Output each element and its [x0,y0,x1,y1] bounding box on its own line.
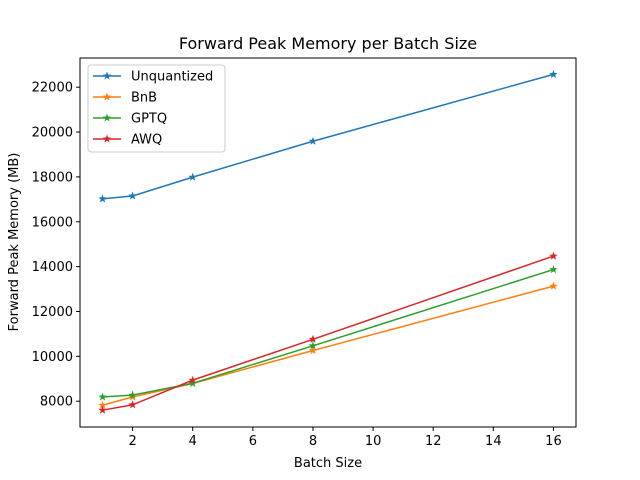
series-awq [98,251,558,414]
legend-box [87,64,226,153]
y-tick-label: 14000 [32,260,73,275]
legend-marker [102,134,112,143]
data-point [308,136,318,145]
legend-label: BnB [131,91,157,106]
legend-marker [102,71,112,80]
legend-label: AWQ [131,133,162,148]
y-axis-label: Forward Peak Memory (MB) [7,153,22,332]
y-tick-label: 8000 [40,395,73,410]
x-tick-label: 12 [425,434,442,449]
data-point [549,69,558,78]
data-point [128,191,137,200]
data-point [98,405,107,414]
legend: Unquantized BnB GPTQ AWQ [87,64,226,153]
x-tick-label: 8 [309,434,317,449]
data-point [188,375,197,384]
data-point [549,265,558,274]
x-tick-label: 16 [545,434,562,449]
data-point [549,281,558,290]
data-point [308,341,318,350]
data-point [308,346,318,355]
data-point [128,400,137,409]
series-gptq [98,265,558,401]
legend-label: GPTQ [131,112,167,127]
x-tick-label: 14 [485,434,502,449]
legend-marker [102,113,112,122]
x-axis-label: Batch Size [294,456,362,471]
chart-title: Forward Peak Memory per Batch Size [179,34,477,53]
x-tick-label: 6 [249,434,257,449]
legend-label: Unquantized [131,70,213,85]
y-tick-label: 12000 [32,305,73,320]
plot-frame [79,57,577,428]
series-line [102,268,554,398]
data-point [549,251,558,260]
data-point [308,334,318,343]
x-tick-label: 10 [365,434,382,449]
x-tick-label: 4 [189,434,197,449]
data-point [128,390,137,399]
y-tick-label: 22000 [32,81,73,96]
data-point [188,172,197,181]
data-point [188,378,197,387]
x-tick-label: 2 [128,434,136,449]
y-tick-label: 18000 [32,170,73,185]
legend-marker [102,92,112,101]
data-point [98,392,107,401]
y-tick-label: 16000 [32,215,73,230]
series-unquantized [98,69,558,203]
y-tick-label: 10000 [32,350,73,365]
y-tick-label: 20000 [32,126,73,141]
data-point [98,400,107,409]
data-point [98,194,107,203]
